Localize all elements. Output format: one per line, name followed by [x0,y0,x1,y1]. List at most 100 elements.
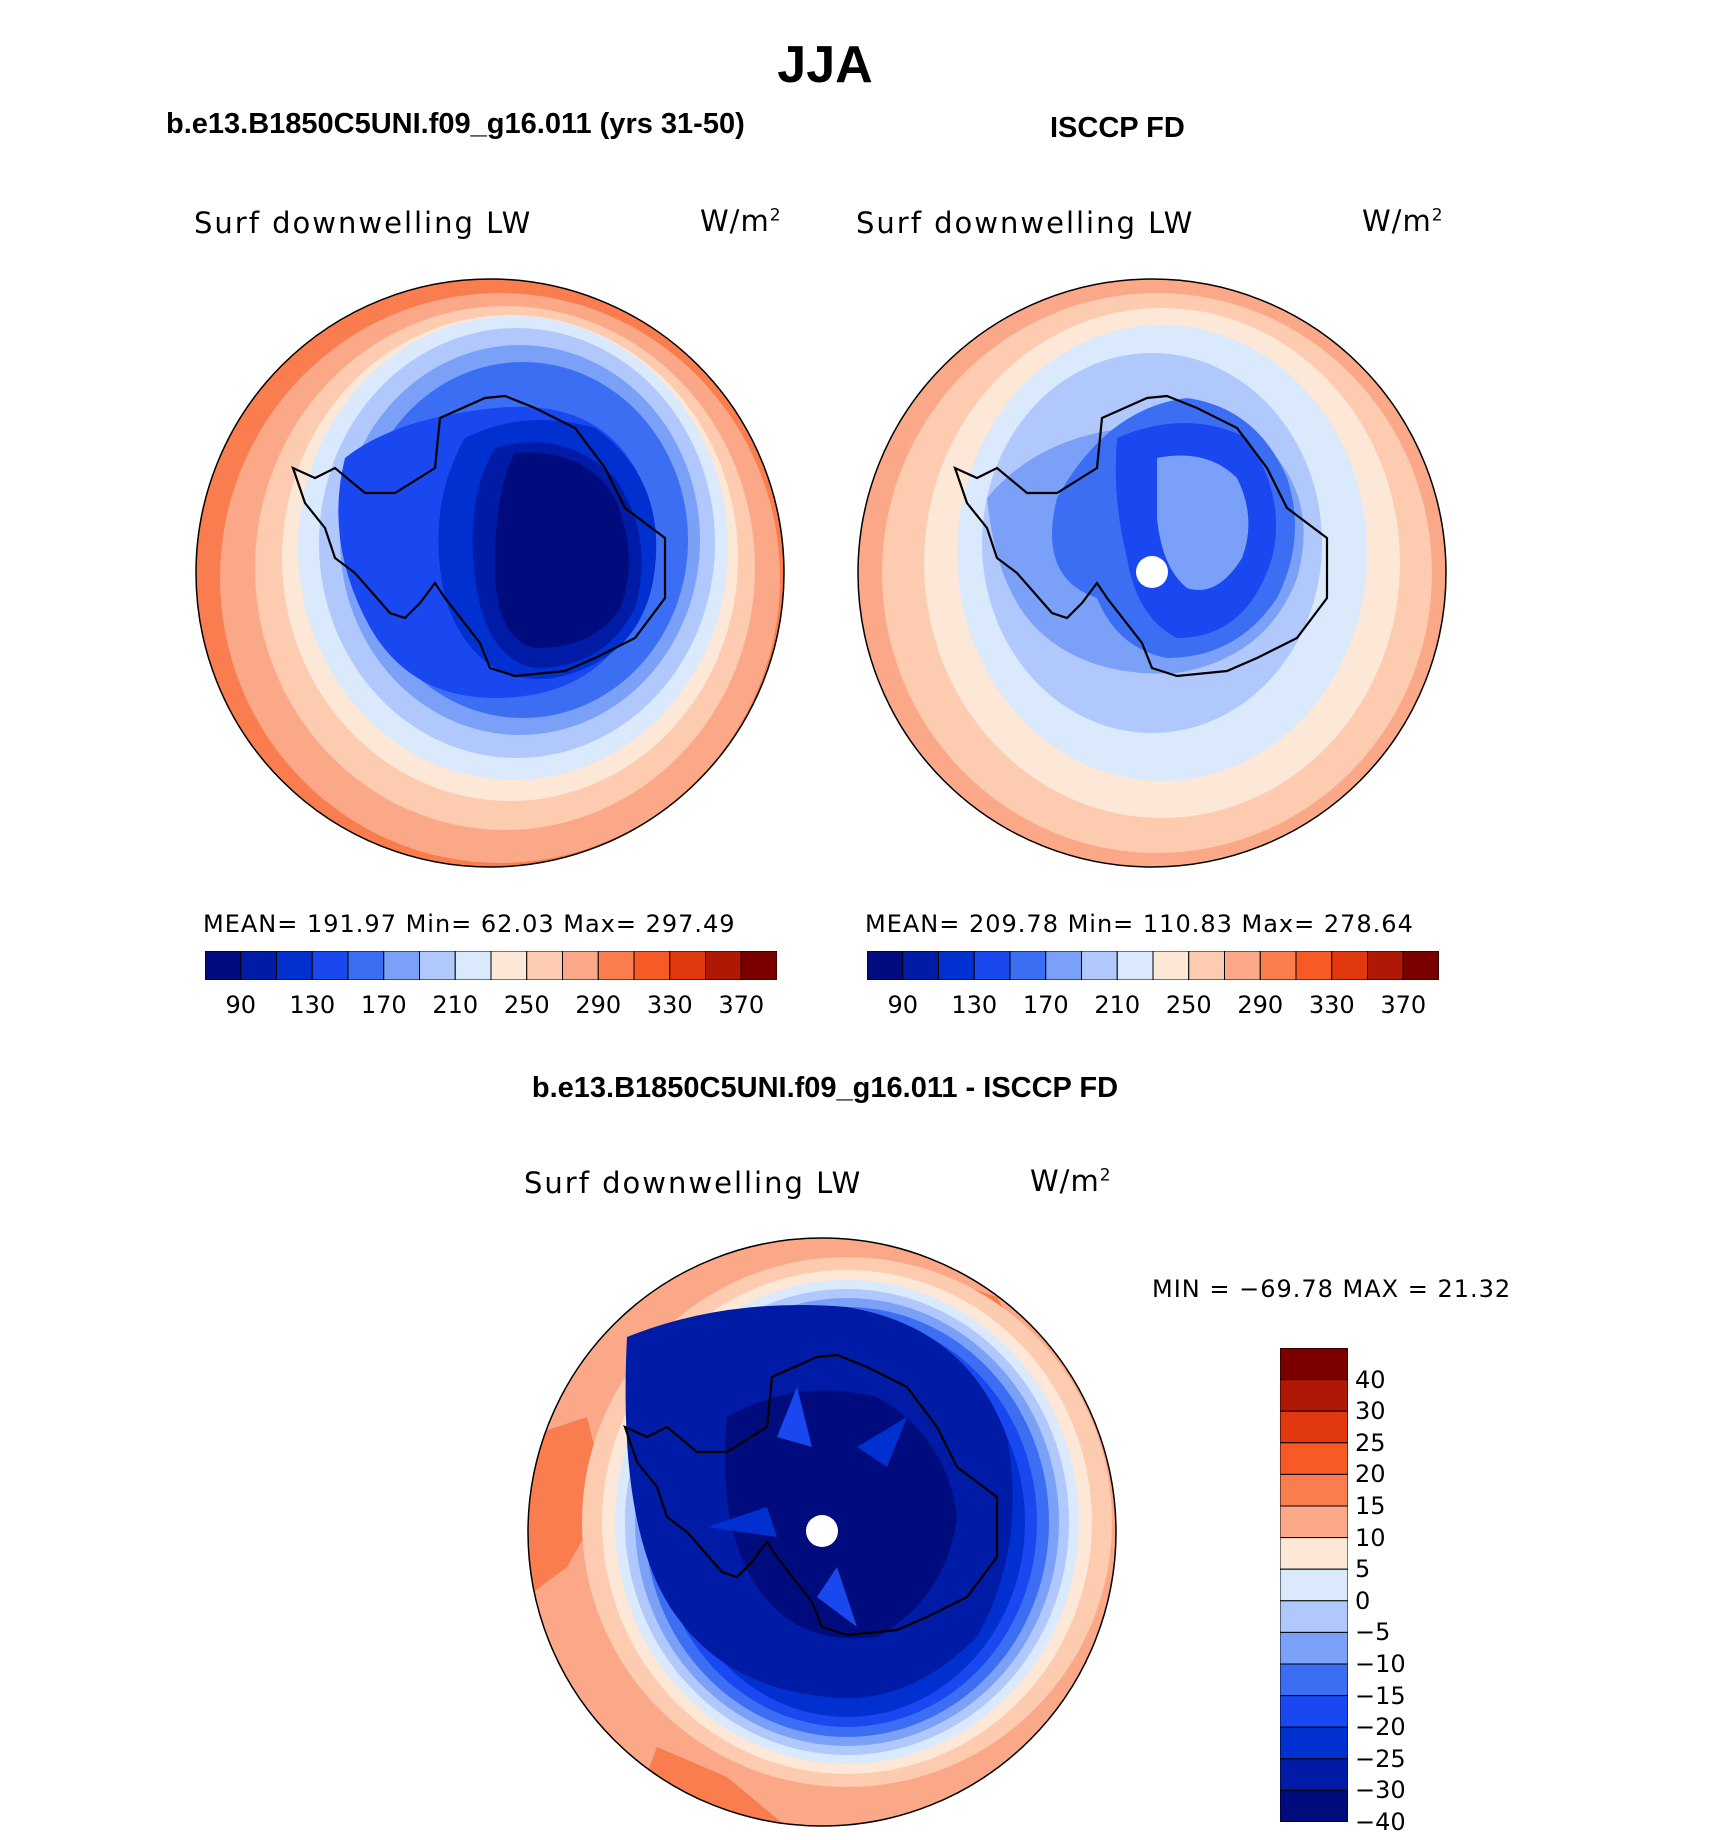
colorbar-swatch [1224,951,1261,980]
colorbar-swatch [1280,1348,1348,1381]
colorbar-swatch [1081,951,1118,980]
colorbar-swatch [1045,951,1082,980]
colorbar-tick-label: 290 [1237,991,1284,1019]
colorbar-tick-label: 210 [1094,991,1141,1019]
colorbar-tick-label: 250 [1165,991,1212,1019]
colorbar-swatch [705,951,742,980]
colorbar-swatch [902,951,939,980]
right-panel-variable-label: Surf downwelling LW [856,206,1195,240]
colorbar-tick-label: 30 [1355,1397,1386,1426]
colorbar-swatch [1295,951,1333,980]
colorbar-tick-label: 25 [1355,1428,1386,1457]
colorbar-swatch [347,951,385,980]
colorbar-swatch [1259,951,1297,980]
colorbar-tick-label: 10 [1355,1523,1386,1552]
colorbar-tick-label: 330 [1308,991,1355,1019]
antarctica-coastline-outline [623,1353,999,1637]
right-panel-stats: MEAN= 209.78 Min= 110.83 Max= 278.64 [865,910,1414,938]
colorbar-swatch [1280,1473,1348,1507]
colorbar-swatch [1280,1631,1348,1665]
colorbar-swatch [240,951,277,980]
colorbar-tick-label: 130 [951,991,998,1019]
colorbar-tick-label: −25 [1355,1744,1406,1773]
colorbar-swatch [205,951,242,980]
colorbar-swatch [1280,1726,1348,1760]
colorbar-tick-label: −10 [1355,1650,1406,1678]
colorbar-swatch [1280,1758,1348,1791]
colorbar-tick-label: −5 [1355,1618,1391,1647]
colorbar-swatch [1009,951,1047,980]
colorbar-swatch [867,951,904,980]
colorbar-tick-label: 370 [718,991,765,1019]
colorbar-swatch [1152,951,1190,980]
antarctica-coastline-outline [953,394,1329,678]
difference-colorbar-tick-labels: 40 30 25 20 15 10 5 0 −5 −10 −15 −20 −25 −30 −40 [1355,1348,1475,1836]
colorbar-swatch [490,951,528,980]
colorbar-swatch [419,951,456,980]
left-panel-units-label: W/m2 [700,204,782,238]
colorbar-swatch [1280,1537,1348,1570]
colorbar-tick-label: 210 [432,991,479,1019]
colorbar-swatch [633,951,671,980]
colorbar-tick-label: 330 [646,991,693,1019]
colorbar-swatch [454,951,492,980]
colorbar-tick-label: 5 [1355,1555,1371,1584]
difference-panel-units-label: W/m2 [1030,1164,1112,1198]
colorbar-swatch [1280,1410,1348,1444]
antarctica-coastline-outline [291,394,667,678]
left-panel-variable-label: Surf downwelling LW [194,206,533,240]
colorbar-tick-label: 0 [1355,1586,1371,1615]
main-title: JJA [777,36,873,94]
colorbar-swatch [1402,951,1439,980]
left-colorbar [205,951,777,980]
right-colorbar-tick-labels: 90 130 170 210 250 290 330 370 [867,991,1439,1021]
colorbar-swatch [1280,1568,1348,1602]
colorbar-swatch [1331,951,1368,980]
colorbar-swatch [1280,1695,1348,1728]
difference-colorbar [1280,1348,1348,1822]
colorbar-tick-label: −40 [1355,1808,1406,1836]
colorbar-swatch [1116,951,1154,980]
difference-panel-title: b.e13.B1850C5UNI.f09_g16.011 - ISCCP FD [531,1072,1119,1104]
colorbar-swatch [276,951,313,980]
right-panel-case-title: ISCCP FD [1050,112,1185,144]
colorbar-swatch [597,951,635,980]
colorbar-swatch [1280,1600,1348,1633]
colorbar-tick-label: 130 [289,991,336,1019]
colorbar-swatch [669,951,706,980]
colorbar-swatch [311,951,349,980]
colorbar-tick-label: 90 [225,991,257,1019]
colorbar-tick-label: 170 [1022,991,1069,1019]
difference-panel-stats: MIN = −69.78 MAX = 21.32 [1152,1275,1512,1303]
right-polar-map [857,278,1447,868]
left-polar-map [195,278,785,868]
colorbar-swatch [1188,951,1225,980]
left-panel-stats: MEAN= 191.97 Min= 62.03 Max= 297.49 [203,910,736,938]
colorbar-swatch [938,951,975,980]
colorbar-swatch [383,951,420,980]
colorbar-tick-label: −30 [1355,1776,1406,1805]
colorbar-tick-label: 15 [1355,1492,1386,1520]
colorbar-swatch [1280,1789,1348,1822]
left-panel-case-title: b.e13.B1850C5UNI.f09_g16.011 (yrs 31-50) [166,108,745,140]
colorbar-tick-label: 250 [503,991,550,1019]
colorbar-swatch [740,951,777,980]
colorbar-swatch [1280,1442,1348,1475]
colorbar-swatch [1280,1505,1348,1539]
colorbar-tick-label: 290 [575,991,622,1019]
difference-polar-map [527,1237,1117,1827]
colorbar-tick-label: 170 [360,991,407,1019]
colorbar-tick-label: 20 [1355,1460,1386,1489]
colorbar-tick-label: 40 [1355,1365,1386,1394]
right-panel-units-label: W/m2 [1362,204,1444,238]
colorbar-swatch [1280,1379,1348,1412]
difference-panel-variable-label: Surf downwelling LW [524,1166,863,1200]
right-colorbar [867,951,1439,980]
colorbar-tick-label: −20 [1355,1713,1406,1742]
colorbar-swatch [1367,951,1404,980]
colorbar-tick-label: 370 [1380,991,1427,1019]
colorbar-swatch [973,951,1011,980]
colorbar-swatch [562,951,599,980]
left-colorbar-tick-labels: 90 130 170 210 250 290 330 370 [205,991,777,1021]
colorbar-tick-label: 90 [887,991,919,1019]
